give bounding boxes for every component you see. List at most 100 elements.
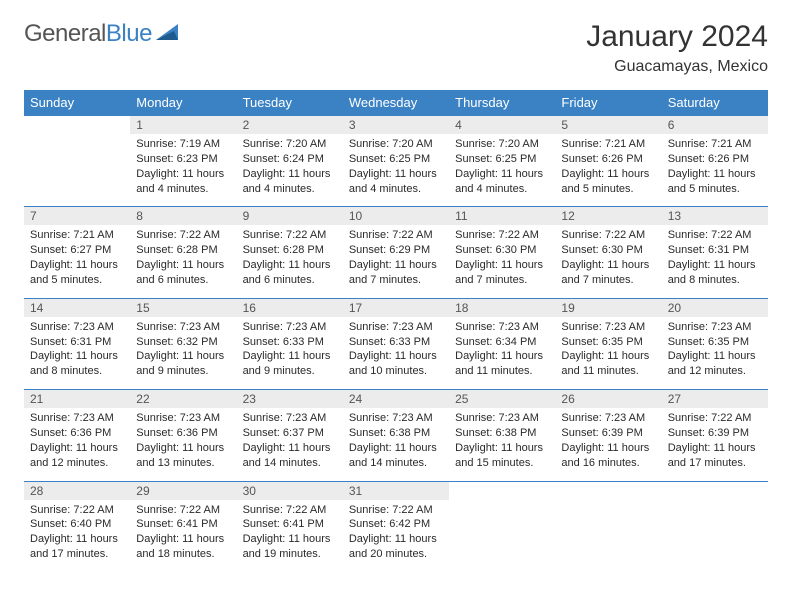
day-info-row: Sunrise: 7:19 AMSunset: 6:23 PMDaylight:… [24,134,768,207]
day-number-cell: 4 [449,116,555,135]
empty-cell [555,481,661,500]
empty-cell [449,481,555,500]
daylight-text: Daylight: 11 hours and 14 minutes. [349,441,443,471]
daylight-text: Daylight: 11 hours and 20 minutes. [349,532,443,562]
sunset-text: Sunset: 6:33 PM [349,335,443,350]
empty-cell [662,481,768,500]
day-info-cell: Sunrise: 7:23 AMSunset: 6:35 PMDaylight:… [555,317,661,390]
sunrise-text: Sunrise: 7:22 AM [668,411,762,426]
daylight-text: Daylight: 11 hours and 9 minutes. [136,349,230,379]
day-number-cell: 10 [343,207,449,226]
sunrise-text: Sunrise: 7:23 AM [668,320,762,335]
weekday-header: Sunday [24,90,130,116]
calendar-table: SundayMondayTuesdayWednesdayThursdayFrid… [24,90,768,572]
daylight-text: Daylight: 11 hours and 9 minutes. [243,349,337,379]
sunrise-text: Sunrise: 7:22 AM [455,228,549,243]
day-number-cell: 27 [662,390,768,409]
day-number-row: 14151617181920 [24,298,768,317]
day-number-cell: 3 [343,116,449,135]
sunrise-text: Sunrise: 7:23 AM [136,411,230,426]
sunrise-text: Sunrise: 7:22 AM [561,228,655,243]
day-number-cell: 29 [130,481,236,500]
day-info-cell: Sunrise: 7:23 AMSunset: 6:38 PMDaylight:… [449,408,555,481]
day-number-cell: 18 [449,298,555,317]
logo-text-gray: General [24,20,106,47]
daylight-text: Daylight: 11 hours and 5 minutes. [561,167,655,197]
daylight-text: Daylight: 11 hours and 4 minutes. [243,167,337,197]
daylight-text: Daylight: 11 hours and 12 minutes. [30,441,124,471]
sunset-text: Sunset: 6:36 PM [30,426,124,441]
sunrise-text: Sunrise: 7:22 AM [243,228,337,243]
day-info-cell: Sunrise: 7:22 AMSunset: 6:40 PMDaylight:… [24,500,130,572]
sunrise-text: Sunrise: 7:23 AM [561,320,655,335]
day-number-cell: 30 [237,481,343,500]
day-info-cell: Sunrise: 7:22 AMSunset: 6:30 PMDaylight:… [555,225,661,298]
day-info-row: Sunrise: 7:22 AMSunset: 6:40 PMDaylight:… [24,500,768,572]
day-info-cell: Sunrise: 7:23 AMSunset: 6:32 PMDaylight:… [130,317,236,390]
daylight-text: Daylight: 11 hours and 4 minutes. [136,167,230,197]
sunrise-text: Sunrise: 7:22 AM [349,503,443,518]
sunset-text: Sunset: 6:32 PM [136,335,230,350]
day-info-cell: Sunrise: 7:22 AMSunset: 6:29 PMDaylight:… [343,225,449,298]
sunset-text: Sunset: 6:36 PM [136,426,230,441]
weekday-header-row: SundayMondayTuesdayWednesdayThursdayFrid… [24,90,768,116]
daylight-text: Daylight: 11 hours and 11 minutes. [561,349,655,379]
sunset-text: Sunset: 6:42 PM [349,517,443,532]
sunrise-text: Sunrise: 7:20 AM [243,137,337,152]
sunrise-text: Sunrise: 7:23 AM [561,411,655,426]
daylight-text: Daylight: 11 hours and 7 minutes. [349,258,443,288]
sunrise-text: Sunrise: 7:22 AM [349,228,443,243]
day-info-cell: Sunrise: 7:23 AMSunset: 6:31 PMDaylight:… [24,317,130,390]
day-number-cell: 13 [662,207,768,226]
empty-cell [662,500,768,572]
day-number-cell: 7 [24,207,130,226]
day-info-cell: Sunrise: 7:23 AMSunset: 6:39 PMDaylight:… [555,408,661,481]
daylight-text: Daylight: 11 hours and 11 minutes. [455,349,549,379]
location: Guacamayas, Mexico [586,58,768,76]
day-number-cell: 17 [343,298,449,317]
daylight-text: Daylight: 11 hours and 8 minutes. [668,258,762,288]
daylight-text: Daylight: 11 hours and 18 minutes. [136,532,230,562]
sunrise-text: Sunrise: 7:23 AM [349,411,443,426]
day-info-cell: Sunrise: 7:21 AMSunset: 6:26 PMDaylight:… [555,134,661,207]
sunrise-text: Sunrise: 7:23 AM [136,320,230,335]
sunset-text: Sunset: 6:38 PM [349,426,443,441]
day-info-cell: Sunrise: 7:22 AMSunset: 6:30 PMDaylight:… [449,225,555,298]
day-number-row: 78910111213 [24,207,768,226]
daylight-text: Daylight: 11 hours and 8 minutes. [30,349,124,379]
sunset-text: Sunset: 6:40 PM [30,517,124,532]
day-info-cell: Sunrise: 7:19 AMSunset: 6:23 PMDaylight:… [130,134,236,207]
sunset-text: Sunset: 6:41 PM [243,517,337,532]
day-number-cell: 8 [130,207,236,226]
day-number-cell: 23 [237,390,343,409]
day-info-row: Sunrise: 7:23 AMSunset: 6:36 PMDaylight:… [24,408,768,481]
day-number-cell: 5 [555,116,661,135]
sunset-text: Sunset: 6:28 PM [136,243,230,258]
sunset-text: Sunset: 6:33 PM [243,335,337,350]
sunset-text: Sunset: 6:34 PM [455,335,549,350]
day-number-cell: 9 [237,207,343,226]
day-info-cell: Sunrise: 7:21 AMSunset: 6:27 PMDaylight:… [24,225,130,298]
sunrise-text: Sunrise: 7:23 AM [455,320,549,335]
day-info-cell: Sunrise: 7:23 AMSunset: 6:33 PMDaylight:… [343,317,449,390]
day-number-cell: 12 [555,207,661,226]
day-info-cell: Sunrise: 7:23 AMSunset: 6:34 PMDaylight:… [449,317,555,390]
weekday-header: Monday [130,90,236,116]
day-number-cell: 16 [237,298,343,317]
sunrise-text: Sunrise: 7:23 AM [455,411,549,426]
day-number-row: 21222324252627 [24,390,768,409]
sunset-text: Sunset: 6:39 PM [668,426,762,441]
daylight-text: Daylight: 11 hours and 12 minutes. [668,349,762,379]
logo-text-blue: Blue [106,20,152,47]
sunset-text: Sunset: 6:25 PM [455,152,549,167]
daylight-text: Daylight: 11 hours and 6 minutes. [243,258,337,288]
day-number-cell: 31 [343,481,449,500]
day-number-cell: 25 [449,390,555,409]
daylight-text: Daylight: 11 hours and 5 minutes. [30,258,124,288]
sunset-text: Sunset: 6:30 PM [455,243,549,258]
day-number-cell: 14 [24,298,130,317]
daylight-text: Daylight: 11 hours and 17 minutes. [30,532,124,562]
day-number-cell: 1 [130,116,236,135]
daylight-text: Daylight: 11 hours and 19 minutes. [243,532,337,562]
sunset-text: Sunset: 6:39 PM [561,426,655,441]
